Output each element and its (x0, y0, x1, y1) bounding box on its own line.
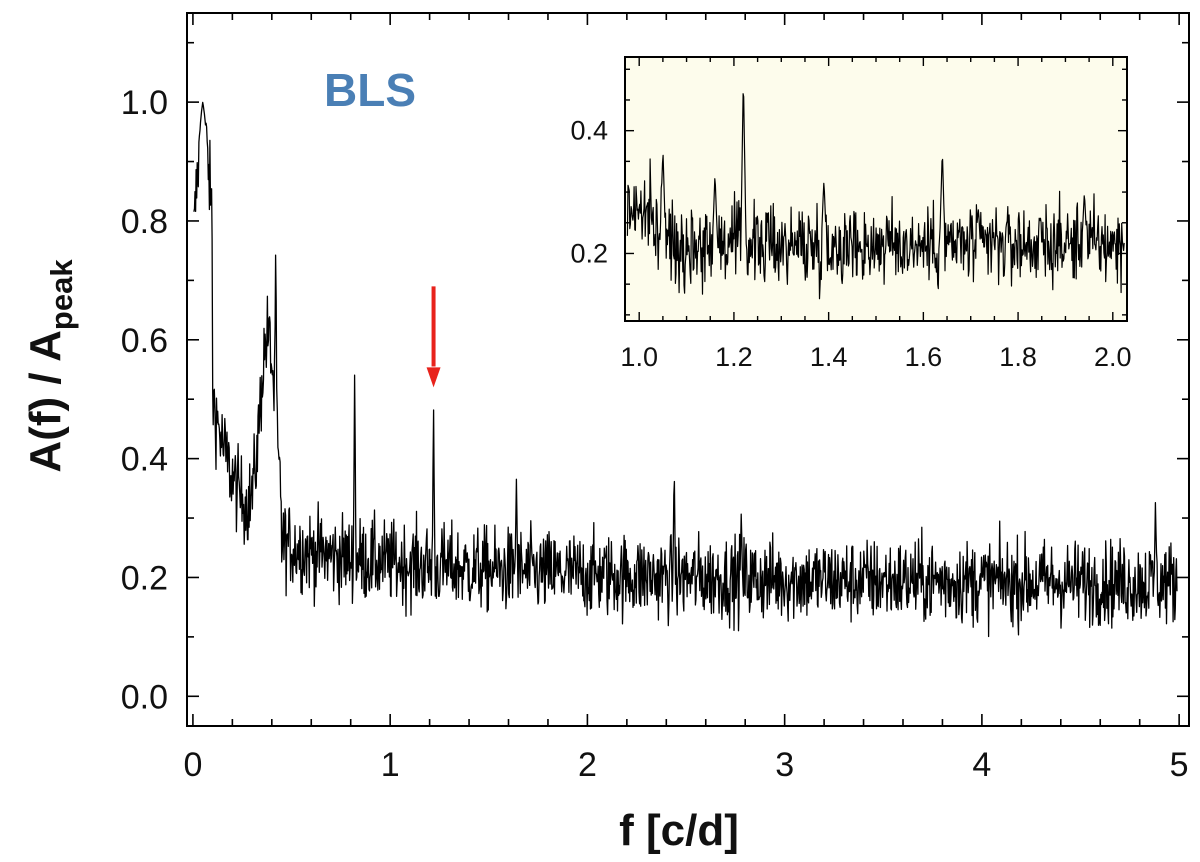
y-tick-label: 1.0 (121, 84, 168, 122)
y-axis-title: A(f) / Apeak (21, 259, 79, 473)
main-axis-ticks (187, 13, 1189, 726)
inset-x-tick-label: 1.0 (620, 342, 658, 372)
red-arrow-marker (426, 286, 441, 388)
inset-x-tick-labels: 1.0 1.2 1.4 1.6 1.8 2.0 (620, 342, 1131, 372)
y-tick-label: 0.8 (121, 203, 168, 241)
y-tick-label: 0.6 (121, 322, 168, 360)
inset-x-tick-label: 1.2 (715, 342, 753, 372)
inset-y-tick-label: 0.2 (570, 238, 608, 268)
x-tick-label: 4 (972, 746, 991, 784)
inset-y-tick-label: 0.4 (570, 116, 608, 146)
x-tick-label: 5 (1170, 746, 1189, 784)
main-y-tick-labels: 0.0 0.2 0.4 0.6 0.8 1.0 (121, 84, 168, 716)
x-tick-label: 0 (183, 746, 202, 784)
inset-spectrum-line (626, 93, 1125, 300)
inset-x-tick-label: 2.0 (1094, 342, 1132, 372)
inset-x-tick-label: 1.6 (905, 342, 943, 372)
inset-y-tick-labels: 0.2 0.4 (570, 116, 608, 269)
x-tick-label: 2 (578, 746, 597, 784)
bls-annotation: BLS (324, 64, 416, 116)
inset-x-tick-label: 1.8 (999, 342, 1037, 372)
y-tick-label: 0.2 (121, 559, 168, 597)
y-tick-label: 0.0 (121, 678, 168, 716)
inset-x-tick-label: 1.4 (810, 342, 848, 372)
x-tick-label: 3 (775, 746, 794, 784)
x-tick-label: 1 (381, 746, 400, 784)
inset-axis-ticks (625, 57, 1127, 321)
inset-plot-frame (624, 56, 1128, 322)
y-tick-label: 0.4 (121, 441, 168, 479)
main-x-tick-labels: 0 1 2 3 4 5 (183, 746, 1188, 784)
y-axis-title-main: A(f) / A (21, 330, 70, 473)
main-spectrum-line (193, 101, 1178, 638)
x-axis-title: f [c/d] (619, 806, 739, 855)
y-axis-title-subscript: peak (44, 259, 79, 330)
main-plot-frame (186, 12, 1190, 727)
